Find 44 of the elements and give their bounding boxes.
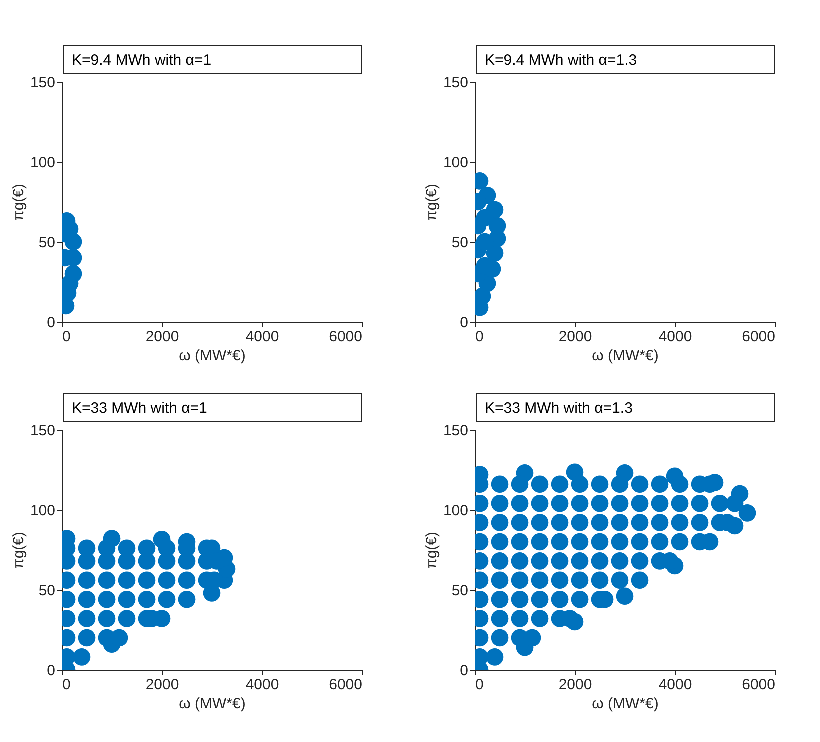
- x-tick-label: 0: [62, 676, 71, 694]
- x-tick-label: 6000: [329, 328, 362, 346]
- y-axis-title: πg(€): [10, 532, 28, 570]
- x-tick-label: 2000: [146, 676, 180, 694]
- x-tick-label: 6000: [329, 676, 362, 694]
- x-tick-label: 6000: [742, 328, 776, 346]
- chart-title: K=9.4 MWh with α=1: [72, 52, 212, 69]
- y-tick-label: 50: [452, 582, 468, 600]
- y-axis-title: πg(€): [423, 532, 440, 570]
- y-tick-label: 0: [460, 662, 468, 680]
- y-tick-label: 50: [452, 234, 468, 252]
- y-tick-label: 0: [47, 314, 56, 332]
- y-tick-label: 150: [30, 422, 56, 440]
- x-axis-title: ω (MW*€): [592, 696, 659, 712]
- x-axis-title: ω (MW*€): [179, 348, 246, 364]
- y-tick-label: 50: [38, 582, 56, 600]
- y-tick-label: 100: [30, 502, 56, 520]
- x-tick-label: 2000: [558, 676, 592, 694]
- x-tick-label: 2000: [146, 328, 180, 346]
- x-tick-label: 4000: [658, 328, 692, 346]
- y-tick-label: 100: [443, 502, 468, 520]
- y-tick-label: 150: [443, 74, 468, 92]
- x-axis-title: ω (MW*€): [179, 696, 246, 712]
- chart-title: K=33 MWh with α=1: [72, 400, 208, 417]
- x-tick-label: 2000: [558, 328, 592, 346]
- y-tick-label: 50: [38, 234, 56, 252]
- y-tick-label: 0: [47, 662, 56, 680]
- x-tick-label: 0: [62, 328, 71, 346]
- y-tick-label: 100: [30, 154, 56, 172]
- chart-title: K=33 MWh with α=1.3: [485, 400, 633, 417]
- x-tick-label: 0: [476, 676, 484, 694]
- y-tick-label: 150: [443, 422, 468, 440]
- x-tick-label: 4000: [246, 328, 280, 346]
- x-tick-label: 0: [476, 328, 484, 346]
- x-axis-title: ω (MW*€): [592, 348, 659, 364]
- y-tick-label: 0: [460, 314, 468, 332]
- x-tick-label: 6000: [742, 676, 776, 694]
- y-axis-title: πg(€): [10, 184, 28, 222]
- x-tick-label: 4000: [246, 676, 280, 694]
- chart-title: K=9.4 MWh with α=1.3: [485, 52, 638, 69]
- y-tick-label: 100: [443, 154, 468, 172]
- x-tick-label: 4000: [658, 676, 692, 694]
- y-axis-title: πg(€): [423, 184, 440, 222]
- y-tick-label: 150: [30, 74, 56, 92]
